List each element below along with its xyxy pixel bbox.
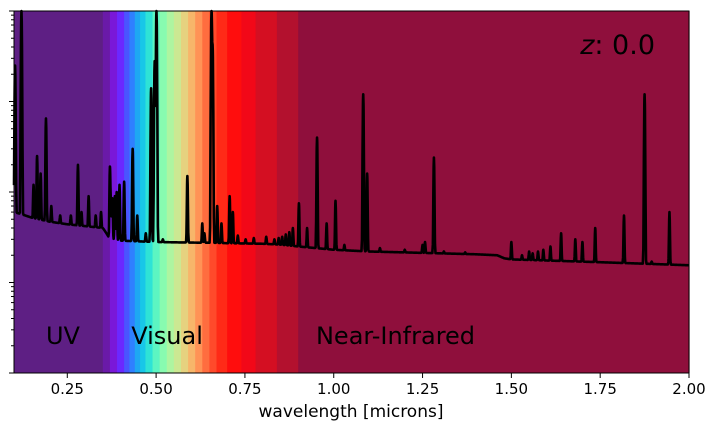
spectrum-band-15	[195, 11, 203, 373]
x-tick-labels: 0.25 0.50 0.75 1.00 1.25 1.50 1.75 2.00	[51, 380, 706, 398]
spectrum-band-21	[255, 11, 278, 373]
redshift-value: : 0.0	[594, 30, 655, 61]
spectrum-band-13	[180, 11, 189, 373]
spectrum-band-6	[134, 11, 141, 373]
band-labels: UV Visual Near-Infrared	[46, 322, 475, 350]
spectrum-band-23	[298, 11, 690, 373]
spectrum-color-bands	[14, 11, 690, 373]
x-axis-label: wavelength [microns]	[259, 402, 444, 422]
x-tick-label-2: 0.75	[228, 380, 261, 398]
spectrum-band-14	[188, 11, 196, 373]
spectrum-band-18	[216, 11, 228, 373]
x-tick-label-3: 1.00	[317, 380, 350, 398]
spectrum-band-7	[140, 11, 147, 373]
spectrum-band-12	[173, 11, 182, 373]
x-tick-label-1: 0.50	[139, 380, 172, 398]
spectrum-band-9	[152, 11, 161, 373]
spectrum-band-19	[227, 11, 242, 373]
x-tick-label-5: 1.50	[495, 380, 528, 398]
spectrum-band-0	[14, 11, 104, 373]
x-tick-label-4: 1.25	[406, 380, 439, 398]
spectrum-band-20	[241, 11, 257, 373]
redshift-label: z: 0.0	[579, 30, 655, 61]
spectrum-line	[12, 9, 690, 267]
band-label-2: Near-Infrared	[316, 322, 475, 350]
spectrum-band-1	[102, 11, 111, 373]
x-tick-label-7: 2.00	[672, 380, 705, 398]
spectrum-band-2	[109, 11, 118, 373]
redshift-symbol: z	[579, 30, 595, 61]
band-label-0: UV	[46, 322, 81, 350]
x-tick-label-6: 1.75	[583, 380, 616, 398]
spectrum-band-16	[202, 11, 210, 373]
spectrum-band-10	[159, 11, 168, 373]
band-label-1: Visual	[131, 322, 203, 350]
spectrum-band-11	[166, 11, 175, 373]
x-tick-label-0: 0.25	[51, 380, 84, 398]
spectrum-band-4	[124, 11, 131, 373]
plot-frame	[13, 10, 690, 374]
spectrum-band-22	[276, 11, 299, 373]
